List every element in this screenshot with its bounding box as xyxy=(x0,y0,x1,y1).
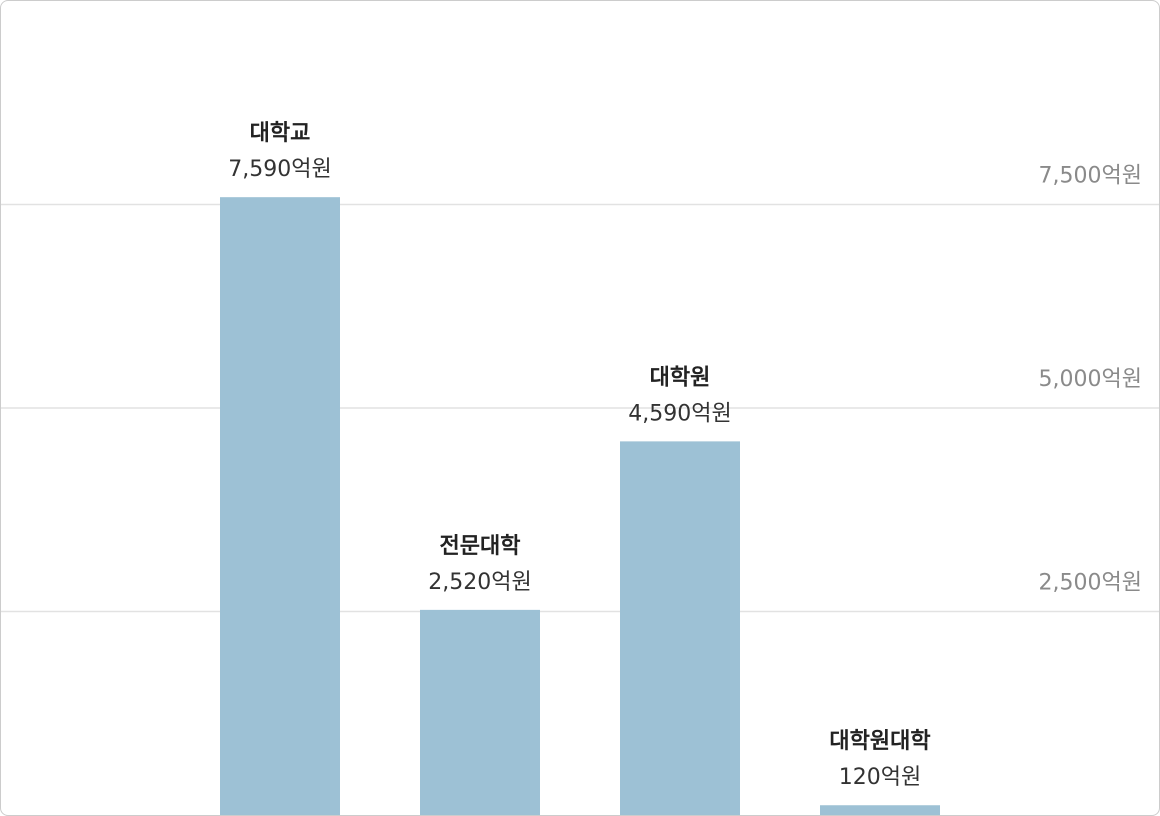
bar xyxy=(420,609,540,815)
category-label: 대학교 xyxy=(250,121,311,146)
y-tick-label: 5,000억원 xyxy=(1039,367,1142,392)
category-label: 전문대학 xyxy=(440,534,521,559)
category-label: 대학원 xyxy=(650,365,711,390)
category-label: 대학원대학 xyxy=(829,729,930,754)
value-label: 4,590억원 xyxy=(628,401,731,426)
bar xyxy=(220,197,340,815)
y-tick-label: 7,500억원 xyxy=(1039,164,1142,189)
value-label: 120억원 xyxy=(839,765,921,790)
bar xyxy=(620,441,740,815)
value-label: 7,590억원 xyxy=(228,157,331,182)
bar xyxy=(820,805,940,815)
y-tick-label: 2,500억원 xyxy=(1039,571,1142,596)
value-label: 2,520억원 xyxy=(428,570,531,595)
